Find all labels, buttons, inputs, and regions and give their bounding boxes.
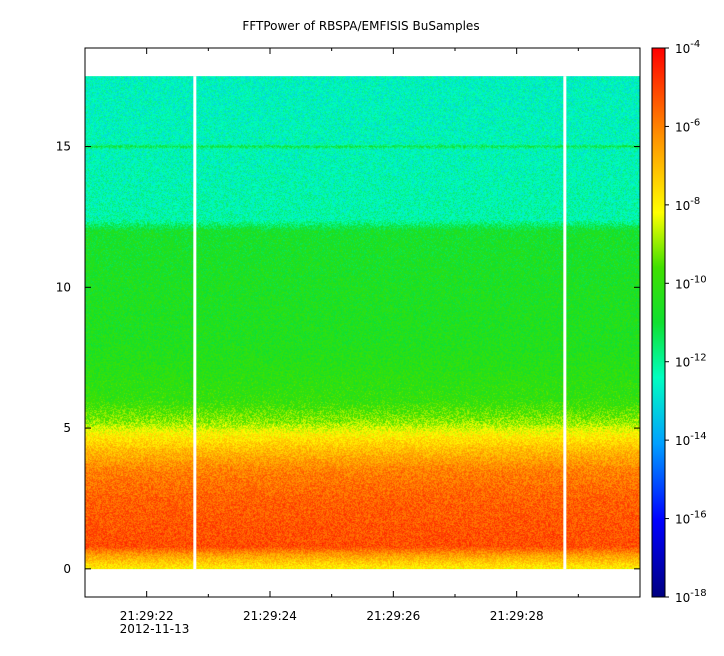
- plot-frame: [84, 47, 641, 598]
- colorbar-tick-label: 10-8: [675, 196, 700, 213]
- colorbar-tick-label: 10-16: [675, 510, 707, 527]
- x-tick-label: 21:29:28: [490, 609, 544, 623]
- data-gaps: [193, 76, 567, 570]
- colorbar-tick-label: 10-14: [675, 431, 707, 448]
- x-tick-label: 21:29:22: [120, 609, 174, 623]
- spectrogram-heatmap: [85, 76, 640, 570]
- colorbar-tick-label: 10-12: [675, 353, 707, 370]
- y-axis: 0 5 10 15: [56, 140, 640, 576]
- y-tick-label: 10: [56, 280, 71, 294]
- y-tick-label: 15: [56, 140, 71, 154]
- x-tick-label: 21:29:26: [366, 609, 420, 623]
- data-gap: [563, 76, 567, 570]
- colorbar: 10-4 10-6 10-8 10-10 10-12 10-14 10-16 10-18: [651, 39, 707, 605]
- colorbar-gradient: [652, 48, 665, 597]
- plot-area: [85, 48, 640, 597]
- colorbar-ticks: 10-4 10-6 10-8 10-10 10-12 10-14 10-16 10-18: [665, 39, 707, 605]
- data-gap: [193, 76, 197, 570]
- colorbar-tick-label: 10-4: [675, 39, 700, 56]
- y-tick-label: 0: [63, 562, 71, 576]
- y-tick-label: 5: [63, 421, 71, 435]
- colorbar-tick-label: 10-10: [675, 274, 707, 291]
- chart-title: FFTPower of RBSPA/EMFISIS BuSamples: [242, 19, 479, 33]
- x-tick-date-label: 2012-11-13: [120, 622, 190, 636]
- x-tick-label: 21:29:24: [243, 609, 297, 623]
- colorbar-tick-label: 10-6: [675, 117, 700, 134]
- colorbar-tick-label: 10-18: [675, 588, 707, 605]
- colorbar-frame: [651, 47, 666, 598]
